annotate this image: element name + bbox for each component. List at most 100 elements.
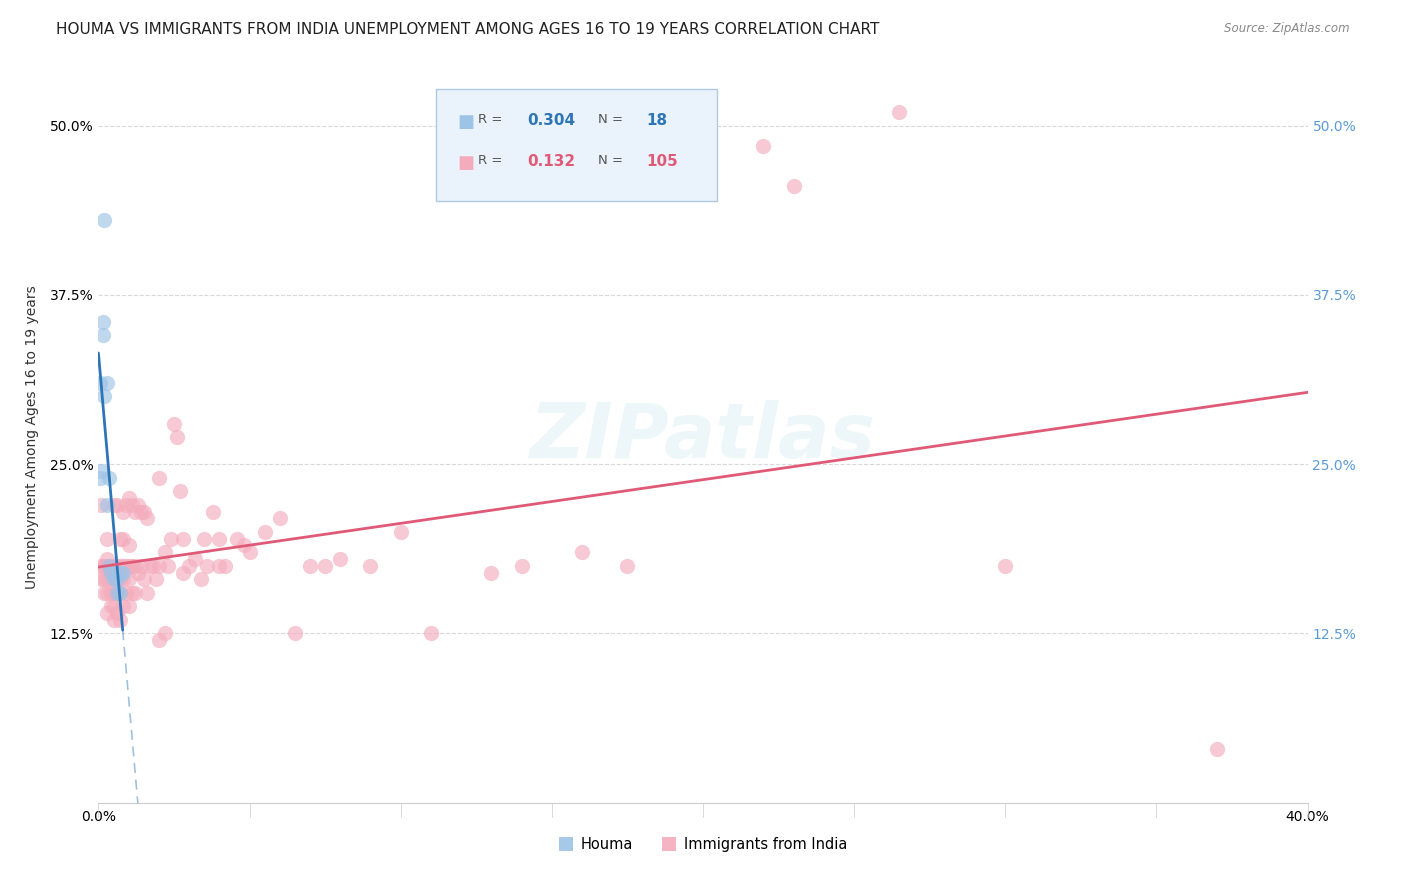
Point — [145, 572, 167, 586]
Point — [103, 572, 125, 586]
Point — [783, 179, 806, 194]
Text: ■: ■ — [457, 154, 474, 172]
Point — [169, 484, 191, 499]
Point — [132, 505, 155, 519]
Point — [118, 599, 141, 614]
Text: 18: 18 — [647, 113, 668, 128]
Point — [103, 586, 125, 600]
Point — [284, 626, 307, 640]
Point — [105, 558, 128, 573]
Point — [111, 572, 134, 586]
Point — [93, 558, 115, 573]
Point — [172, 566, 194, 580]
Text: 105: 105 — [647, 154, 679, 169]
Point — [108, 532, 131, 546]
Point — [118, 558, 141, 573]
Point — [111, 558, 134, 573]
Point — [100, 566, 122, 580]
Point — [114, 498, 136, 512]
Point — [148, 471, 170, 485]
Point — [132, 572, 155, 586]
Point — [96, 376, 118, 390]
Point — [108, 586, 131, 600]
Point — [100, 599, 122, 614]
Point — [93, 213, 115, 227]
Point — [100, 572, 122, 586]
Point — [1206, 741, 1229, 756]
Point — [420, 626, 443, 640]
Point — [184, 552, 207, 566]
Point — [135, 511, 157, 525]
Point — [93, 572, 115, 586]
Point — [232, 538, 254, 552]
Point — [105, 606, 128, 620]
Point — [166, 430, 188, 444]
Point — [96, 552, 118, 566]
Point — [111, 566, 134, 580]
Legend: Houma, Immigrants from India: Houma, Immigrants from India — [553, 831, 853, 858]
Text: HOUMA VS IMMIGRANTS FROM INDIA UNEMPLOYMENT AMONG AGES 16 TO 19 YEARS CORRELATIO: HOUMA VS IMMIGRANTS FROM INDIA UNEMPLOYM… — [56, 22, 880, 37]
Point — [93, 558, 115, 573]
Point — [96, 606, 118, 620]
Point — [253, 524, 276, 539]
Point — [389, 524, 412, 539]
Point — [127, 498, 149, 512]
Text: R =: R = — [478, 113, 506, 127]
Point — [103, 498, 125, 512]
Point — [129, 505, 152, 519]
Point — [111, 532, 134, 546]
Point — [108, 558, 131, 573]
Point — [103, 572, 125, 586]
Text: ■: ■ — [457, 113, 474, 131]
Point — [179, 558, 201, 573]
Point — [510, 558, 533, 573]
Point — [114, 558, 136, 573]
Point — [889, 105, 911, 120]
Point — [208, 558, 231, 573]
Point — [139, 558, 162, 573]
Point — [269, 511, 291, 525]
Point — [91, 328, 114, 343]
Point — [118, 572, 141, 586]
Point — [100, 586, 122, 600]
Point — [105, 572, 128, 586]
Point — [135, 586, 157, 600]
Point — [93, 586, 115, 600]
Point — [105, 586, 128, 600]
Point — [118, 538, 141, 552]
Text: ZIPatlas: ZIPatlas — [530, 401, 876, 474]
Point — [124, 558, 146, 573]
Point — [103, 613, 125, 627]
Point — [91, 315, 114, 329]
Point — [89, 376, 111, 390]
Point — [90, 558, 112, 573]
Point — [108, 613, 131, 627]
Point — [142, 558, 165, 573]
Point — [105, 498, 128, 512]
Point — [121, 586, 143, 600]
Point — [96, 532, 118, 546]
Point — [108, 566, 131, 580]
Point — [148, 558, 170, 573]
Point — [314, 558, 336, 573]
Point — [111, 505, 134, 519]
Point — [190, 572, 212, 586]
Point — [160, 532, 183, 546]
Point — [96, 572, 118, 586]
Point — [299, 558, 322, 573]
Point — [124, 586, 146, 600]
Point — [105, 572, 128, 586]
Point — [329, 552, 352, 566]
Point — [616, 558, 638, 573]
Text: R =: R = — [478, 154, 510, 168]
Point — [239, 545, 262, 559]
Point — [214, 558, 236, 573]
Point — [96, 558, 118, 573]
Text: 0.304: 0.304 — [527, 113, 575, 128]
Point — [193, 532, 215, 546]
Point — [571, 545, 593, 559]
Point — [96, 498, 118, 512]
Point — [108, 586, 131, 600]
Point — [111, 599, 134, 614]
Point — [96, 586, 118, 600]
